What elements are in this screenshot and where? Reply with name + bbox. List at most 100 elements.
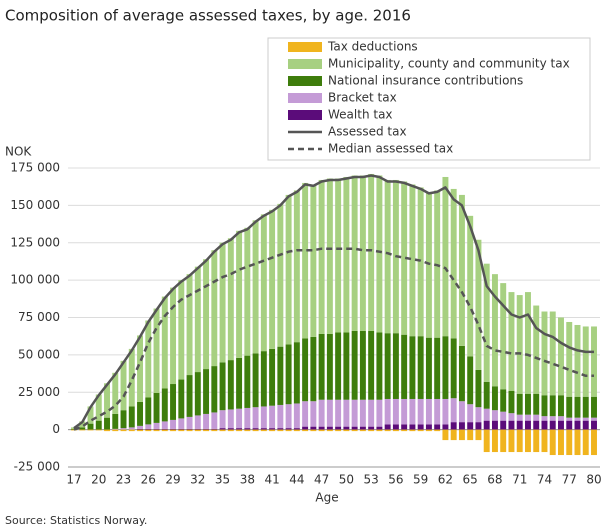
bar-segment <box>491 386 498 411</box>
bar-segment <box>558 317 564 396</box>
bar-segment <box>326 426 333 430</box>
bar-segment <box>236 230 243 358</box>
bar-segment <box>450 429 457 441</box>
bar-segment <box>153 308 160 393</box>
bar-segment <box>566 417 573 421</box>
bar-segment <box>533 429 540 453</box>
bar-segment <box>194 429 201 432</box>
bar-segment <box>277 346 284 405</box>
bar-segment <box>574 429 581 456</box>
bar-segment <box>558 420 564 430</box>
bar-segment <box>458 345 465 402</box>
bar-segment <box>500 389 507 412</box>
bar-segment <box>591 326 597 397</box>
bar-segment <box>194 428 201 430</box>
bar-segment <box>458 422 465 430</box>
y-tick-label: 125 000 <box>10 235 60 249</box>
bar-segment <box>302 182 309 339</box>
x-tick-label: 71 <box>512 473 527 487</box>
bar-segment <box>120 360 127 411</box>
legend-swatch <box>288 110 322 120</box>
bar-segment <box>508 292 515 391</box>
bar-segment <box>71 429 77 431</box>
bar-segment <box>310 336 317 402</box>
bar-segment <box>343 426 350 430</box>
bar-segment <box>392 398 399 425</box>
bar-segment <box>170 429 177 432</box>
bar-segment <box>203 429 210 432</box>
bar-segment <box>79 421 86 428</box>
bar-segment <box>450 338 457 399</box>
bar-segment <box>458 194 465 346</box>
bar-segment <box>285 194 292 345</box>
x-tick-label: 68 <box>487 473 502 487</box>
bar-segment <box>211 412 218 429</box>
bar-segment <box>574 417 581 421</box>
x-tick-label: 77 <box>562 473 577 487</box>
bar-segment <box>335 429 342 432</box>
y-axis-label: NOK <box>5 145 32 159</box>
bar-segment <box>227 238 234 361</box>
bar-segment <box>409 184 416 337</box>
bar-segment <box>236 357 243 409</box>
bar-segment <box>310 429 317 432</box>
bar-segment <box>450 398 457 423</box>
y-tick-label: 175 000 <box>10 161 60 175</box>
bar-segment <box>219 410 226 429</box>
bar-segment <box>95 429 102 431</box>
bar-segment <box>186 428 193 430</box>
bar-segment <box>79 427 86 430</box>
bar-segment <box>566 321 573 397</box>
bar-segment <box>104 383 110 418</box>
bar-segment <box>227 428 234 430</box>
x-tick-label: 35 <box>215 473 230 487</box>
x-tick-label: 80 <box>586 473 601 487</box>
bar-segment <box>376 399 383 427</box>
bar-segment <box>582 429 589 456</box>
bar-segment <box>260 351 267 407</box>
bar-segment <box>417 424 424 430</box>
bar-segment <box>170 419 177 429</box>
bar-segment <box>376 426 383 430</box>
bar-segment <box>318 399 325 427</box>
bar-segment <box>252 353 259 408</box>
bar-segment <box>137 401 144 426</box>
bar-segment <box>145 424 152 429</box>
bar-segment <box>244 227 251 356</box>
bar-segment <box>409 398 416 425</box>
bar-segment <box>376 175 383 333</box>
bar-segment <box>178 379 185 419</box>
bar-segment <box>434 398 441 425</box>
bar-segment <box>318 333 325 400</box>
y-tick-label: 50 000 <box>18 347 60 361</box>
bar-segment <box>392 424 399 430</box>
bar-segment <box>417 429 424 432</box>
bar-segment <box>161 421 168 429</box>
bar-segment <box>112 413 119 429</box>
x-tick-label: 62 <box>438 473 453 487</box>
bar-segment <box>491 410 498 421</box>
bar-segment <box>409 336 416 399</box>
x-tick-label: 23 <box>116 473 131 487</box>
bar-segment <box>302 426 309 430</box>
bar-segment <box>483 408 490 421</box>
bar-segment <box>368 429 375 432</box>
bar-segment <box>236 408 243 429</box>
bar-segment <box>524 414 531 421</box>
bar-segment <box>508 420 515 430</box>
legend-swatch <box>288 42 322 52</box>
x-tick-label: 50 <box>339 473 354 487</box>
bar-segment <box>392 333 399 399</box>
bar-segment <box>153 392 160 423</box>
bar-segment <box>434 429 441 432</box>
bar-segment <box>500 420 507 430</box>
bar-segment <box>541 420 548 430</box>
bar-segment <box>203 369 210 414</box>
bar-segment <box>293 403 300 429</box>
bar-segment <box>293 190 300 343</box>
bar-segment <box>591 396 597 418</box>
bar-segment <box>508 413 515 421</box>
bar-segment <box>549 311 556 396</box>
bar-segment <box>475 369 482 408</box>
bar-segment <box>269 348 276 406</box>
